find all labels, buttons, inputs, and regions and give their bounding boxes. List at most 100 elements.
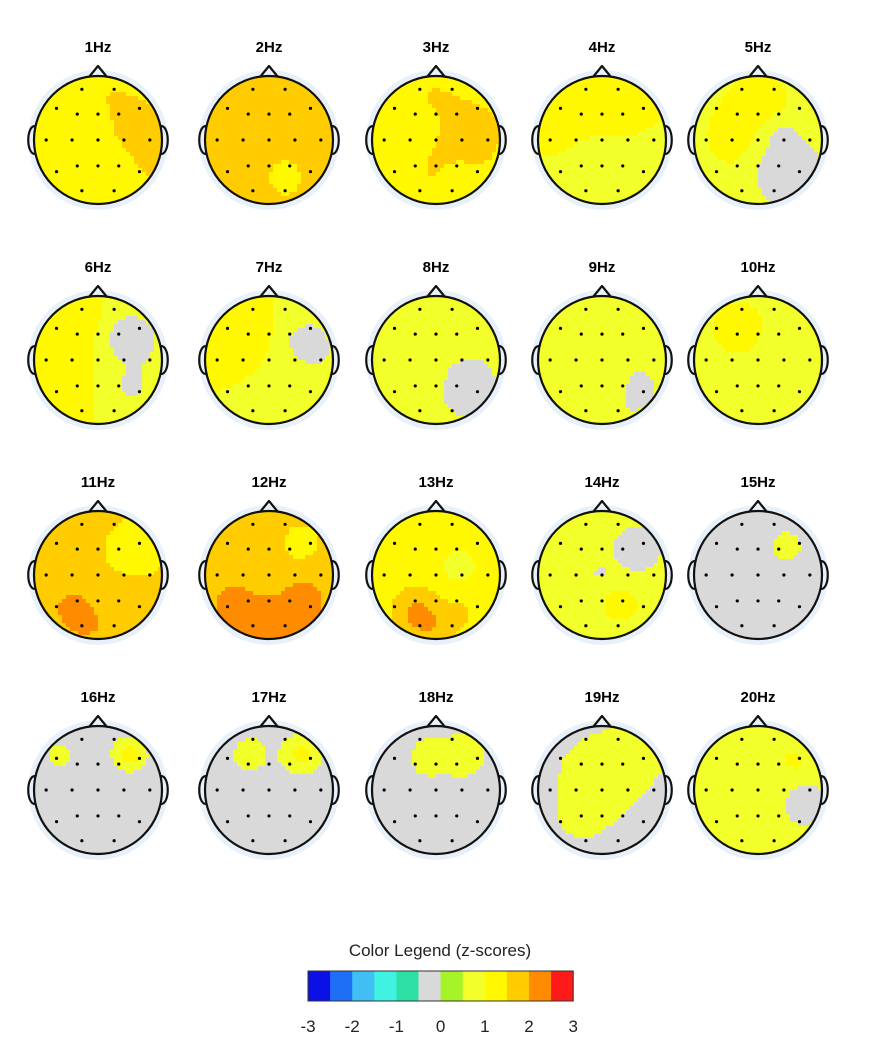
electrode-dot [626, 788, 630, 792]
electrode-dot [413, 112, 417, 116]
electrode-dot [616, 839, 620, 843]
electrode-dot [246, 384, 250, 388]
electrode-dot [756, 138, 760, 142]
legend-swatch [484, 971, 508, 1001]
electrode-dot [772, 737, 776, 741]
map-title: 12Hz [251, 474, 286, 491]
electrode-dot [148, 573, 152, 577]
nose [88, 714, 108, 728]
electrode-dot [486, 573, 490, 577]
electrode-dot [621, 332, 625, 336]
electrode-dot [225, 756, 230, 760]
left-ear [198, 124, 207, 156]
electrode-dot [616, 409, 620, 413]
electrode-dot [782, 573, 786, 577]
electrode-dot [558, 170, 563, 174]
head-outline [32, 74, 164, 206]
electrode-dot [808, 358, 812, 362]
topomap-18Hz: 18Hz [365, 689, 507, 860]
electrode-dot [434, 384, 438, 388]
electrode-dot [548, 573, 552, 577]
electrode-dot [626, 573, 630, 577]
electrode-dot [241, 138, 245, 142]
electrode-dot [54, 756, 59, 760]
electrode-dot [267, 358, 271, 362]
electrode-dot [96, 547, 100, 551]
electrode-dot [137, 170, 142, 174]
electrode-dot [283, 307, 287, 311]
head-outline [203, 294, 335, 426]
electrode-dot [117, 384, 121, 388]
electrode-dot [225, 541, 230, 545]
electrode-dot [308, 106, 313, 110]
electrode-dot [714, 170, 719, 174]
electrode-dot [293, 138, 297, 142]
right-ear [664, 559, 673, 591]
electrode-dot [75, 332, 79, 336]
electrode-dot [777, 384, 781, 388]
electrode-dot [574, 788, 578, 792]
electrode-dot [54, 106, 59, 110]
electrode-dot [137, 106, 142, 110]
electrode-dot [44, 788, 48, 792]
legend-tick: 1 [480, 1017, 489, 1036]
electrode-dot [475, 820, 480, 824]
electrode-dot [288, 164, 292, 168]
electrode-dot [44, 573, 48, 577]
legend-swatch [418, 971, 441, 1001]
electrode-dot [579, 814, 583, 818]
electrode-dot [408, 358, 412, 362]
electrode-dot [413, 599, 417, 603]
electrode-dot [797, 326, 802, 330]
nose [426, 284, 446, 298]
electrode-dot [558, 106, 563, 110]
electrode-dot [797, 390, 802, 394]
electrode-dot [96, 814, 100, 818]
electrode-dot [797, 605, 802, 609]
head-outline [692, 509, 824, 641]
electrode-dot [460, 358, 464, 362]
electrode-dot [96, 599, 100, 603]
electrode-dot [782, 358, 786, 362]
left-ear [198, 774, 207, 806]
electrode-dot [96, 762, 100, 766]
legend-swatch [551, 971, 574, 1001]
electrode-dot [251, 87, 255, 91]
electrode-dot [714, 106, 719, 110]
electrode-dot [756, 573, 760, 577]
topomap-4Hz: 4Hz [531, 39, 673, 210]
electrode-dot [267, 164, 271, 168]
legend-swatch [374, 971, 397, 1001]
right-ear [331, 124, 340, 156]
head-outline [32, 724, 164, 856]
electrode-dot [80, 409, 84, 413]
electrode-dot [418, 307, 422, 311]
electrode-dot [756, 814, 760, 818]
electrode-dot [475, 326, 480, 330]
left-ear [27, 774, 36, 806]
electrode-dot [137, 326, 142, 330]
electrode-dot [241, 573, 245, 577]
electrode-dot [455, 384, 459, 388]
topomap-11Hz: 11Hz [27, 474, 169, 645]
electrode-dot [382, 358, 386, 362]
electrode-dot [112, 737, 116, 741]
electrode-dot [797, 541, 802, 545]
electrode-dot [735, 384, 739, 388]
electrode-dot [225, 170, 230, 174]
head-outline [32, 294, 164, 426]
electrode-dot [246, 762, 250, 766]
electrode-dot [600, 138, 604, 142]
electrode-dot [283, 839, 287, 843]
right-ear [498, 344, 507, 376]
electrode-dot [382, 138, 386, 142]
head-outline [203, 509, 335, 641]
map-title: 6Hz [85, 259, 112, 276]
electrode-dot [777, 112, 781, 116]
electrode-dot [450, 522, 454, 526]
head-outline [692, 724, 824, 856]
left-ear [198, 559, 207, 591]
electrode-dot [808, 788, 812, 792]
electrode-dot [450, 307, 454, 311]
electrode-dot [308, 170, 313, 174]
